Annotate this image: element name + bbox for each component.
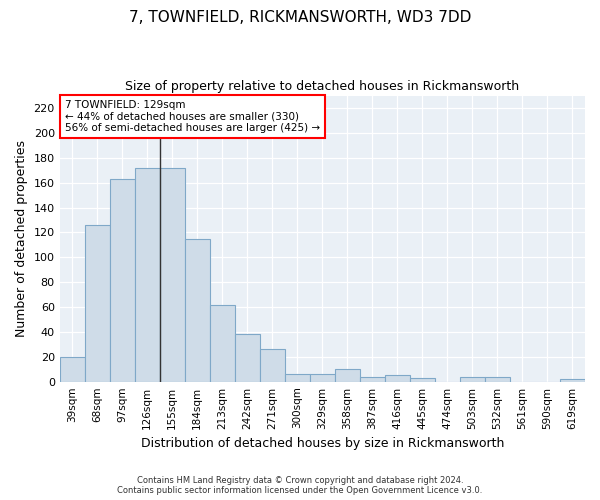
Text: Contains HM Land Registry data © Crown copyright and database right 2024.
Contai: Contains HM Land Registry data © Crown c… [118,476,482,495]
Bar [285,374,310,382]
Bar [310,374,335,382]
Bar [59,357,85,382]
Bar [410,378,435,382]
Bar [85,225,110,382]
Bar [385,376,410,382]
Bar [560,379,585,382]
Bar [160,168,185,382]
Bar [185,238,210,382]
Bar [210,304,235,382]
Y-axis label: Number of detached properties: Number of detached properties [15,140,28,337]
Text: 7 TOWNFIELD: 129sqm
← 44% of detached houses are smaller (330)
56% of semi-detac: 7 TOWNFIELD: 129sqm ← 44% of detached ho… [65,100,320,133]
Bar [135,168,160,382]
Bar [260,350,285,382]
Bar [360,376,385,382]
Bar [335,369,360,382]
Bar [485,376,510,382]
Text: 7, TOWNFIELD, RICKMANSWORTH, WD3 7DD: 7, TOWNFIELD, RICKMANSWORTH, WD3 7DD [129,10,471,25]
Bar [235,334,260,382]
X-axis label: Distribution of detached houses by size in Rickmansworth: Distribution of detached houses by size … [140,437,504,450]
Bar [460,376,485,382]
Bar [110,179,135,382]
Title: Size of property relative to detached houses in Rickmansworth: Size of property relative to detached ho… [125,80,520,93]
